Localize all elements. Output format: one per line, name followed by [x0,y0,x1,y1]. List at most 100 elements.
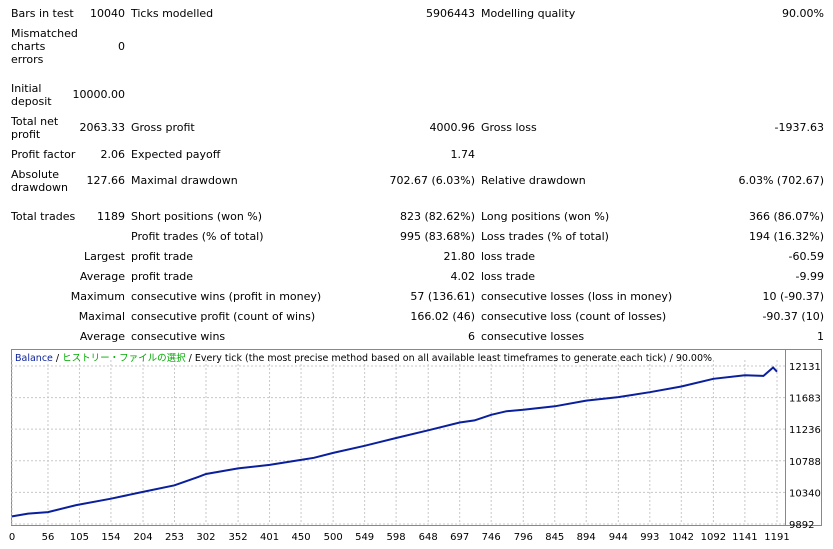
value-expected-payoff: 1.74 [450,148,476,161]
x-tick-label: 796 [514,532,533,543]
label-maximal-consecutive-profit: consecutive profit (count of wins) [131,310,316,323]
x-tick-label: 845 [545,532,564,543]
value-average-consecutive-losses: 1 [817,330,824,343]
chart-frame [11,349,822,526]
prefix-largest: Largest [84,250,125,263]
value-profit-factor: 2.06 [100,148,126,161]
label-largest-loss-trade: loss trade [481,250,536,263]
y-tick-label: 10340 [789,488,821,499]
x-tick-label: 598 [387,532,406,543]
value-average-loss-trade: -9.99 [795,270,824,283]
prefix-average: Average [79,270,125,283]
legend-symbol: ヒストリー・ファイルの選択 [62,352,186,364]
value-total-net-profit: 2063.33 [79,121,126,134]
x-tick-label: 1092 [701,532,726,543]
y-tick-label: 12131 [789,362,821,373]
x-tick-label: 154 [101,532,120,543]
x-tick-label: 1191 [764,532,789,543]
value-loss-trades: 194 (16.32%) [748,230,824,243]
value-initial-deposit: 10000.00 [72,88,126,101]
x-tick-label: 500 [324,532,343,543]
label-profit-factor: Profit factor [11,148,76,161]
prefix-maximum: Maximum [70,290,125,303]
legend-series: Balance [15,353,53,364]
legend-model: Every tick (the most precise method base… [195,353,667,364]
prefix-maximal: Maximal [78,310,125,323]
value-gross-loss: -1937.63 [774,121,824,134]
value-profit-trades: 995 (83.68%) [399,230,475,243]
value-ticks-modelled: 5906443 [426,7,475,20]
test-report: Bars in test 10040 Ticks modelled 590644… [11,7,824,343]
label-average-profit-trade: profit trade [131,270,194,283]
label-absolute-drawdown: Absolute drawdown [11,168,68,194]
label-largest-profit-trade: profit trade [131,250,194,263]
value-max-consecutive-wins: 57 (136.61) [410,290,475,303]
value-modelling-quality: 90.00% [782,7,824,20]
x-tick-label: 302 [196,532,215,543]
label-loss-trades: Loss trades (% of total) [481,230,609,243]
label-bars-in-test: Bars in test [11,7,74,20]
chart-legend: Balance / ヒストリー・ファイルの選択 / Every tick (th… [15,352,712,364]
label-total-net-profit: Total net profit [11,115,59,141]
value-absolute-drawdown: 127.66 [86,174,126,187]
label-average-loss-trade: loss trade [481,270,536,283]
prefix-average-consecutive: Average [79,330,125,343]
x-tick-label: 56 [42,532,55,543]
label-initial-deposit: Initial deposit [11,82,52,108]
x-tick-label: 944 [609,532,628,543]
value-max-consecutive-losses: 10 (-90.37) [762,290,824,303]
label-gross-loss: Gross loss [481,121,537,134]
label-maximal-consecutive-loss: consecutive loss (count of losses) [481,310,667,323]
value-total-trades: 1189 [97,210,125,223]
y-tick-label: 11236 [789,425,821,436]
y-tick-label: 9892 [789,520,814,531]
x-tick-label: 648 [419,532,438,543]
label-profit-trades: Profit trades (% of total) [131,230,264,243]
x-tick-label: 993 [640,532,659,543]
label-gross-profit: Gross profit [131,121,195,134]
value-short-positions: 823 (82.62%) [399,210,475,223]
legend-separator: / [667,353,676,364]
legend-quality: 90.00% [676,353,712,364]
label-short-positions: Short positions (won %) [131,210,263,223]
value-maximal-consecutive-profit: 166.02 (46) [410,310,475,323]
label-relative-drawdown: Relative drawdown [481,174,586,187]
y-tick-label: 10788 [789,457,821,468]
legend-separator: / [186,353,195,364]
value-maximal-consecutive-loss: -90.37 (10) [762,310,824,323]
x-tick-label: 894 [577,532,596,543]
x-tick-label: 1042 [669,532,694,543]
x-tick-label: 105 [70,532,89,543]
x-tick-label: 549 [355,532,374,543]
balance-line [11,366,778,518]
label-modelling-quality: Modelling quality [481,7,576,20]
label-max-consecutive-wins: consecutive wins (profit in money) [131,290,322,303]
value-relative-drawdown: 6.03% (702.67) [738,174,824,187]
x-tick-label: 253 [165,532,184,543]
value-average-profit-trade: 4.02 [450,270,476,283]
x-tick-label: 0 [9,532,15,543]
label-average-consecutive-losses: consecutive losses [481,330,585,343]
label-mismatched-errors: Mismatched charts errors [11,27,78,66]
legend-separator: / [53,353,62,364]
y-tick-label: 11683 [789,394,821,405]
x-tick-label: 697 [450,532,469,543]
x-tick-label: 352 [229,532,248,543]
label-long-positions: Long positions (won %) [481,210,610,223]
label-total-trades: Total trades [11,210,76,223]
value-average-consecutive-wins: 6 [468,330,475,343]
value-largest-loss-trade: -60.59 [788,250,824,263]
value-bars-in-test: 10040 [90,7,125,20]
value-maximal-drawdown: 702.67 (6.03%) [389,174,475,187]
label-maximal-drawdown: Maximal drawdown [131,174,238,187]
x-tick-label: 204 [133,532,152,543]
x-tick-label: 1141 [732,532,757,543]
label-average-consecutive-wins: consecutive wins [131,330,226,343]
value-largest-profit-trade: 21.80 [443,250,476,263]
x-tick-label: 450 [291,532,310,543]
label-ticks-modelled: Ticks modelled [131,7,214,20]
label-max-consecutive-losses: consecutive losses (loss in money) [481,290,673,303]
value-mismatched-errors: 0 [118,40,125,53]
label-expected-payoff: Expected payoff [131,148,221,161]
